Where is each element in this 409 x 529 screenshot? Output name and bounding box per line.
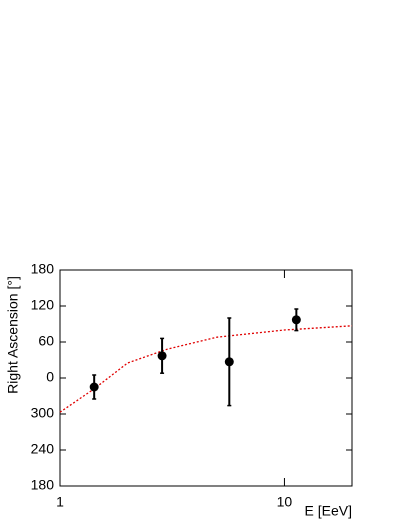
data-point xyxy=(89,382,99,392)
data-point xyxy=(291,315,301,325)
y-tick-label: 180 xyxy=(31,261,55,277)
y-tick-label: 240 xyxy=(31,441,55,457)
y-tick-label: 60 xyxy=(38,333,54,349)
x-tick-label: 10 xyxy=(277,494,293,510)
y-tick-label: 180 xyxy=(31,477,55,493)
data-point xyxy=(224,357,234,367)
plot-frame xyxy=(59,269,353,487)
x-tick-label: 1 xyxy=(56,494,64,510)
y-tick-label: 0 xyxy=(46,369,54,385)
y-tick-label: 120 xyxy=(31,297,55,313)
fit-curve xyxy=(59,325,353,413)
y-tick-label: 300 xyxy=(31,405,55,421)
data-point xyxy=(157,351,167,361)
x-axis-label: E [EeV] xyxy=(305,503,352,519)
y-axis-label: Right Ascension [°] xyxy=(5,276,21,394)
